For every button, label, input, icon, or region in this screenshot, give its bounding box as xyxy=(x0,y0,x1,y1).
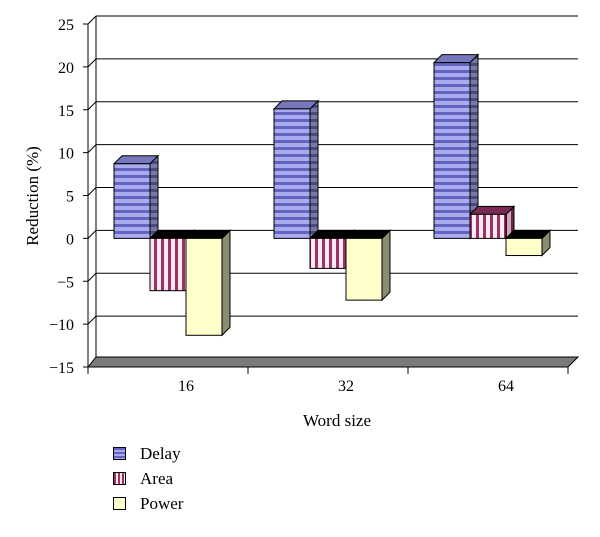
bar-front-face xyxy=(345,237,383,301)
y-tick-label: 20 xyxy=(58,60,74,77)
bar-top-face xyxy=(112,155,160,165)
legend-item-area: Area xyxy=(113,466,183,491)
power-swatch-icon xyxy=(113,497,126,510)
bar-side-face xyxy=(381,229,391,302)
bar-top-face xyxy=(344,229,392,239)
gridline-depth xyxy=(87,315,97,325)
legend-label-delay: Delay xyxy=(140,444,181,463)
bar-power-64 xyxy=(504,229,552,257)
bar-area-64 xyxy=(468,205,516,240)
legend-item-power: Power xyxy=(113,491,183,516)
bar-front-face xyxy=(433,62,471,239)
bar-front-face xyxy=(505,237,543,257)
gridline-depth xyxy=(87,144,97,153)
y-tick-label: −15 xyxy=(49,360,74,377)
gridline-depth xyxy=(87,272,97,282)
bar-side-face xyxy=(221,229,231,337)
legend-label-power: Power xyxy=(140,494,184,513)
y-tick-label: 25 xyxy=(58,17,74,34)
gridline-depth xyxy=(87,58,97,68)
x-tick-label: 32 xyxy=(338,378,354,395)
bar-delay-32 xyxy=(272,99,320,240)
bar-delay-64 xyxy=(432,53,480,240)
bars xyxy=(112,53,552,337)
chart-floor xyxy=(86,356,580,368)
y-tick-label: −10 xyxy=(49,317,74,334)
y-tick-label: 5 xyxy=(66,189,74,206)
bar-front-face xyxy=(185,237,223,336)
bar-side-face xyxy=(149,154,159,240)
bar-front-face xyxy=(149,237,187,292)
bar-top-face xyxy=(468,205,516,215)
y-tick-label: −5 xyxy=(57,274,74,291)
bar-side-face xyxy=(309,99,319,240)
y-tick-label: 15 xyxy=(58,103,74,120)
bar-power-16 xyxy=(184,229,232,337)
delay-swatch-icon xyxy=(113,447,126,460)
bar-front-face xyxy=(309,237,347,269)
legend-item-delay: Delay xyxy=(113,441,183,466)
bar-top-face xyxy=(504,229,552,239)
gridline-depth xyxy=(87,101,97,111)
gridline-depth xyxy=(87,187,97,196)
y-tick-label: 0 xyxy=(66,231,74,248)
x-tick-label: 16 xyxy=(178,378,194,395)
y-axis-ticks: 25 20 15 10 5 0 −5 −10 −15 xyxy=(49,17,88,377)
y-tick-label: 10 xyxy=(58,146,74,163)
y-axis-title: Reduction (%) xyxy=(23,146,42,246)
bar-front-face xyxy=(469,213,507,239)
bar-front-face xyxy=(113,163,151,239)
x-axis-ticks: 16 32 64 xyxy=(87,367,569,395)
gridline-depth xyxy=(87,230,97,239)
x-axis-title: Word size xyxy=(303,411,371,430)
x-tick-label: 64 xyxy=(498,378,514,395)
bar-top-face xyxy=(272,100,320,110)
bar-front-face xyxy=(273,108,311,239)
bar-delay-16 xyxy=(112,154,160,240)
legend: Delay Area Power xyxy=(113,441,183,516)
bar-top-face xyxy=(184,229,232,239)
bar-power-32 xyxy=(344,229,392,302)
legend-label-area: Area xyxy=(140,469,174,488)
bar-top-face xyxy=(432,54,480,64)
gridline-depth xyxy=(87,15,97,25)
area-swatch-icon xyxy=(113,472,126,485)
